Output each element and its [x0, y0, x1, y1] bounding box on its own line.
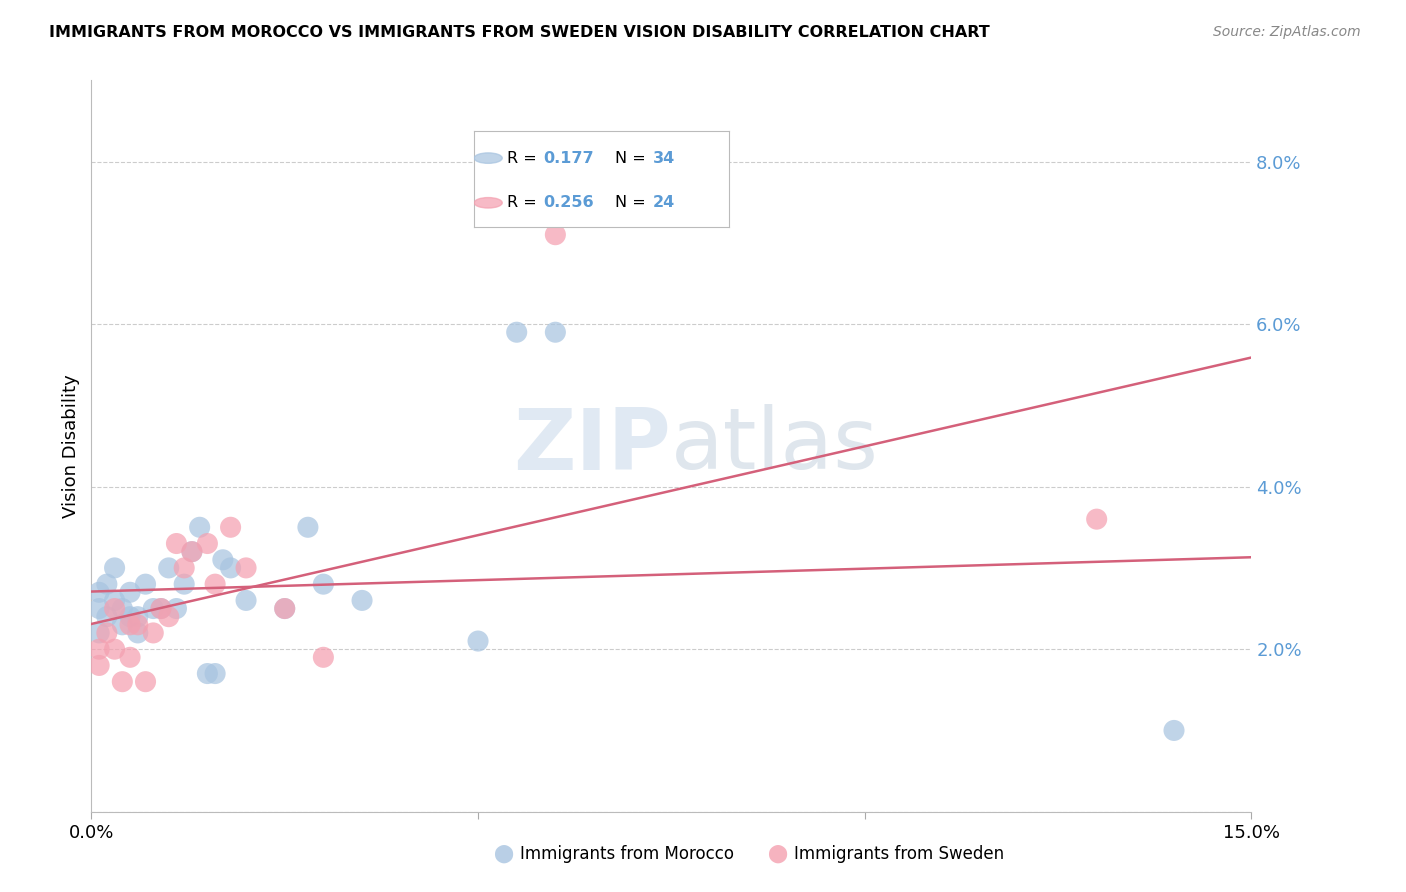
- Point: [120, 617, 141, 632]
- Point: [149, 601, 172, 615]
- Point: [312, 650, 335, 665]
- Point: [166, 536, 188, 550]
- Point: [180, 544, 202, 558]
- Point: [127, 609, 149, 624]
- Point: [104, 601, 127, 615]
- Point: [180, 544, 202, 558]
- Point: [157, 561, 180, 575]
- Point: [87, 585, 111, 599]
- Point: [142, 601, 165, 615]
- Point: [142, 626, 165, 640]
- Text: atlas: atlas: [671, 404, 879, 488]
- Point: [120, 650, 141, 665]
- Point: [87, 642, 111, 657]
- Point: [87, 601, 111, 615]
- Point: [544, 227, 567, 242]
- Point: [111, 601, 134, 615]
- Point: [104, 642, 127, 657]
- Text: IMMIGRANTS FROM MOROCCO VS IMMIGRANTS FROM SWEDEN VISION DISABILITY CORRELATION : IMMIGRANTS FROM MOROCCO VS IMMIGRANTS FR…: [49, 25, 990, 40]
- Text: ⬤: ⬤: [768, 845, 787, 863]
- Point: [127, 617, 149, 632]
- Point: [111, 617, 134, 632]
- Point: [166, 601, 188, 615]
- Text: Source: ZipAtlas.com: Source: ZipAtlas.com: [1213, 25, 1361, 39]
- Point: [195, 536, 219, 550]
- Point: [1163, 723, 1185, 738]
- Point: [235, 561, 257, 575]
- Point: [235, 593, 257, 607]
- Point: [204, 666, 226, 681]
- Point: [96, 626, 118, 640]
- Point: [273, 601, 295, 615]
- Point: [273, 601, 295, 615]
- Point: [173, 561, 195, 575]
- Point: [120, 585, 141, 599]
- Text: Immigrants from Sweden: Immigrants from Sweden: [794, 845, 1004, 863]
- Point: [120, 609, 141, 624]
- Point: [467, 634, 489, 648]
- Point: [1085, 512, 1108, 526]
- Point: [219, 561, 242, 575]
- Point: [506, 325, 529, 339]
- Text: ZIP: ZIP: [513, 404, 671, 488]
- Point: [219, 520, 242, 534]
- Point: [96, 609, 118, 624]
- Text: Immigrants from Morocco: Immigrants from Morocco: [520, 845, 734, 863]
- Point: [87, 626, 111, 640]
- Point: [188, 520, 211, 534]
- Point: [149, 601, 172, 615]
- Point: [157, 609, 180, 624]
- Point: [211, 553, 233, 567]
- Point: [135, 577, 156, 591]
- Point: [135, 674, 156, 689]
- Point: [96, 577, 118, 591]
- Y-axis label: Vision Disability: Vision Disability: [62, 374, 80, 518]
- Point: [297, 520, 319, 534]
- Point: [204, 577, 226, 591]
- Point: [312, 577, 335, 591]
- Point: [544, 325, 567, 339]
- Point: [111, 674, 134, 689]
- Point: [104, 561, 127, 575]
- Point: [173, 577, 195, 591]
- Point: [127, 626, 149, 640]
- Text: ⬤: ⬤: [494, 845, 513, 863]
- Point: [195, 666, 219, 681]
- Point: [104, 593, 127, 607]
- Point: [352, 593, 374, 607]
- Point: [87, 658, 111, 673]
